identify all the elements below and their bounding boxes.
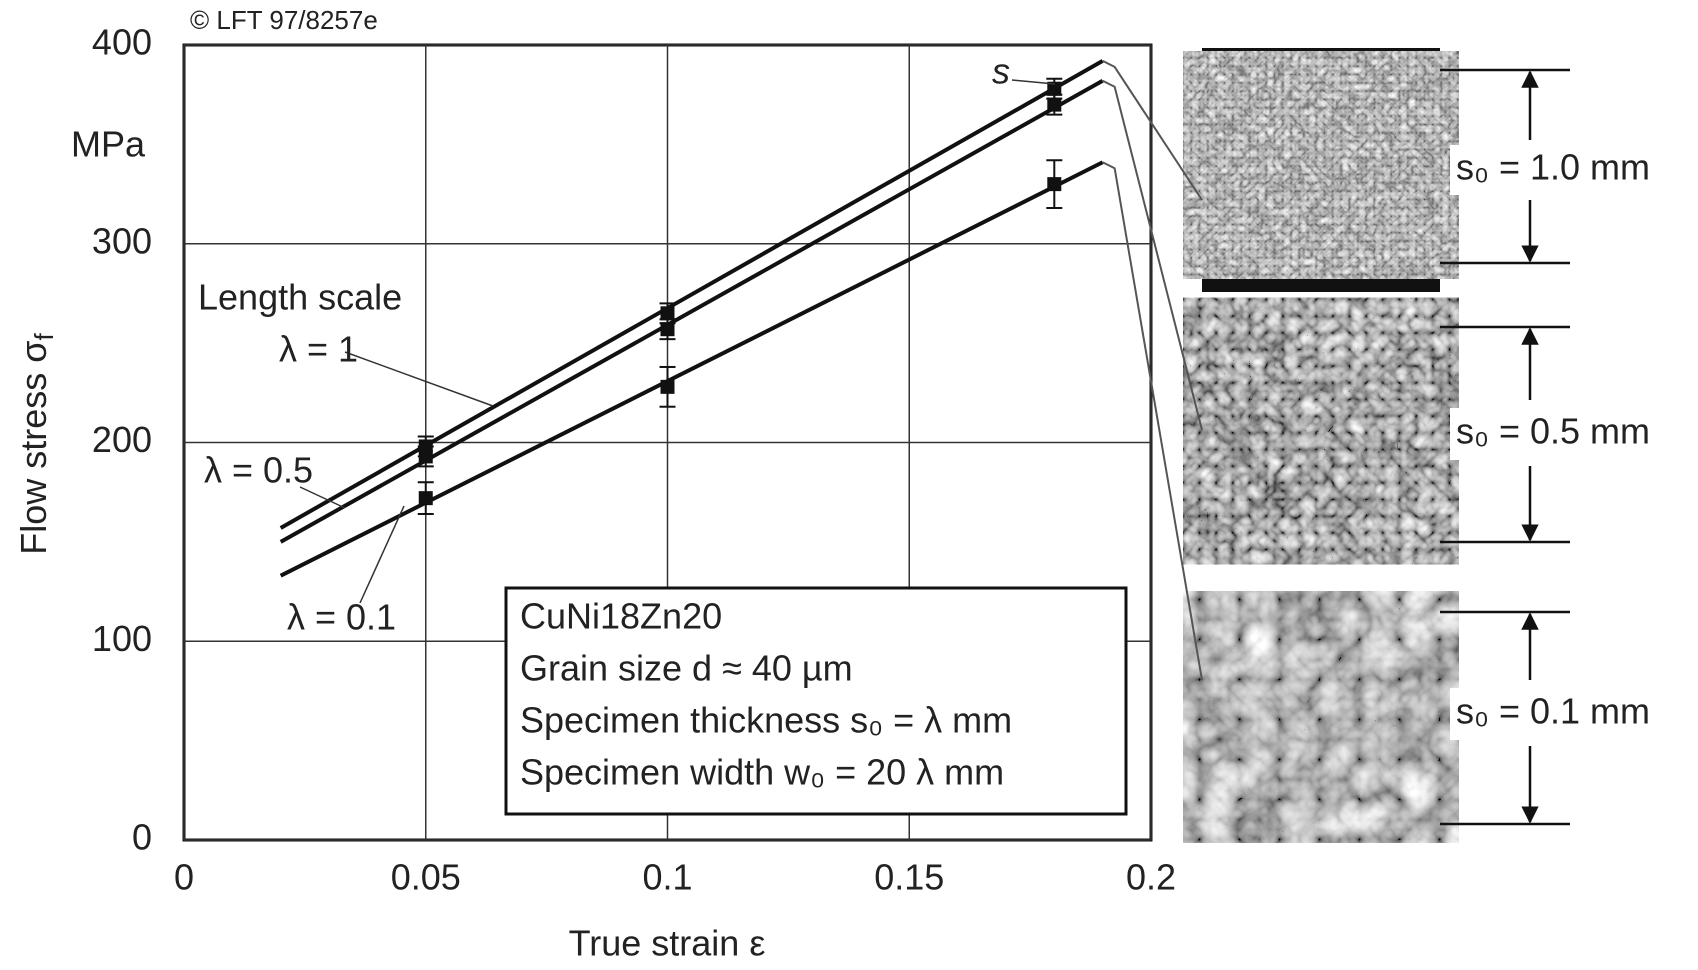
credit: © LFT 97/8257e xyxy=(190,5,378,35)
data-point xyxy=(418,449,433,464)
micrographs: s₀ = 1.0 mm s₀ = 0.5 mm s₀ = 0.1 mm xyxy=(1202,48,1690,840)
y-tick-label: 400 xyxy=(92,22,152,63)
data-point xyxy=(418,491,433,506)
y-label-subscript: f xyxy=(29,332,59,340)
series-label: λ = 0.1 xyxy=(287,597,396,638)
x-tick-label: 0 xyxy=(174,857,194,898)
panel-label: s₀ = 0.1 mm xyxy=(1456,691,1650,732)
info-box xyxy=(504,586,1128,816)
data-point xyxy=(660,379,675,394)
panel-label: s₀ = 0.5 mm xyxy=(1456,411,1650,452)
series-label: λ = 0.5 xyxy=(204,450,313,491)
panel-label: s₀ = 1.0 mm xyxy=(1456,147,1650,188)
data-point xyxy=(660,306,675,321)
y-label-text: Flow stress σ xyxy=(13,340,54,554)
label-bg xyxy=(1450,145,1690,195)
info-line: Grain size d ≈ 40 µm xyxy=(520,648,853,689)
micrograph xyxy=(1206,320,1436,542)
label-bg xyxy=(1450,408,1690,460)
label-bg xyxy=(1450,688,1690,740)
data-point xyxy=(660,322,675,337)
data-point xyxy=(1047,177,1062,192)
series-line xyxy=(279,59,1104,530)
y-axis-label: Flow stress σf xyxy=(13,332,59,554)
info-line: Specimen thickness s₀ = λ mm xyxy=(520,700,1012,741)
data-point xyxy=(1047,97,1062,112)
error-label: s xyxy=(992,51,1010,92)
connector xyxy=(1102,60,1203,201)
leader-line xyxy=(359,505,405,604)
data-point xyxy=(1047,81,1062,96)
x-axis-label: True strain ε xyxy=(569,923,766,964)
micrograph xyxy=(1206,70,1436,260)
info-line: Specimen width w₀ = 20 λ mm xyxy=(520,752,1004,793)
leader-line xyxy=(299,486,346,509)
y-tick-label: 300 xyxy=(92,220,152,261)
leader-line xyxy=(1011,79,1056,85)
series-line xyxy=(279,160,1104,578)
y-tick-label: 100 xyxy=(92,618,152,659)
x-tick-label: 0.1 xyxy=(642,857,692,898)
info-line: CuNi18Zn20 xyxy=(520,596,722,637)
x-tick-label: 0.15 xyxy=(874,857,944,898)
y-tick-label: 0 xyxy=(132,817,152,858)
series-line xyxy=(279,79,1104,544)
series-heading: Length scale xyxy=(198,277,402,318)
y-tick-label: 200 xyxy=(92,419,152,460)
x-tick-label: 0.05 xyxy=(391,857,461,898)
leader-line xyxy=(344,351,494,407)
connector xyxy=(1102,79,1203,431)
x-tick-label: 0.2 xyxy=(1126,857,1176,898)
series-label: λ = 1 xyxy=(279,329,358,370)
connector xyxy=(1102,161,1203,681)
micrograph xyxy=(1206,612,1436,822)
y-unit: MPa xyxy=(71,124,146,165)
